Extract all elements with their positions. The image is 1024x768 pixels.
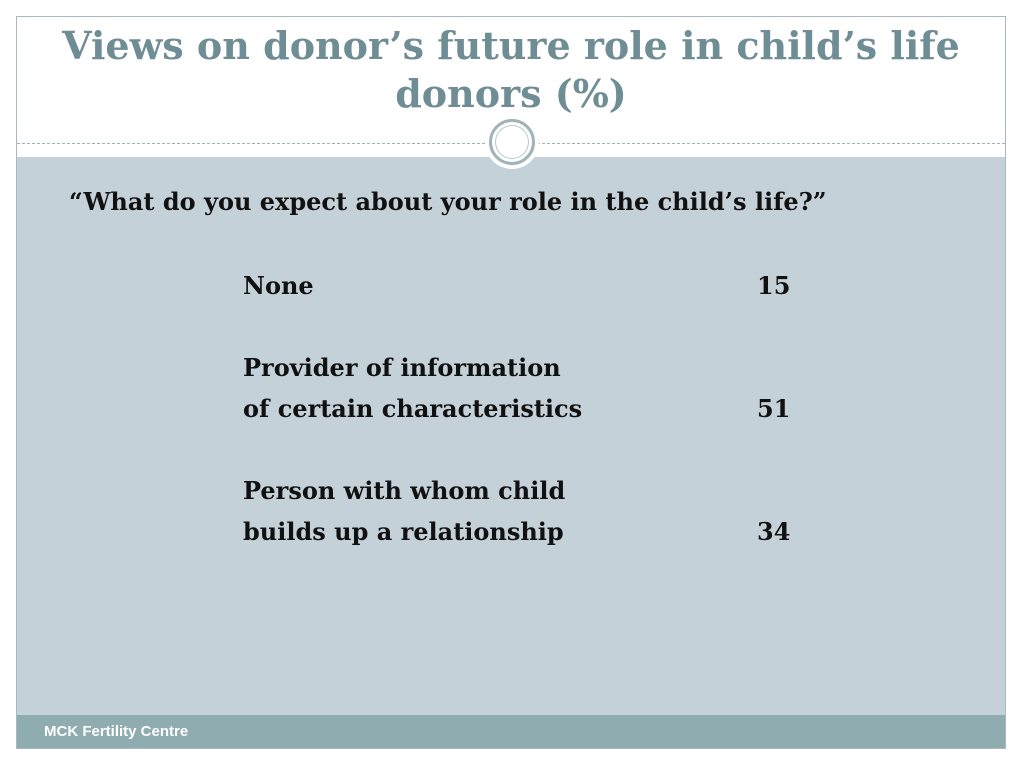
- title-area: Views on donor’s future role in child’s …: [17, 17, 1005, 143]
- title-line-1: Views on donor’s future role in child’s …: [62, 23, 960, 68]
- slide: Views on donor’s future role in child’s …: [16, 16, 1006, 749]
- content-area: “What do you expect about your role in t…: [17, 157, 1005, 715]
- footer-text: MCK Fertility Centre: [44, 723, 189, 740]
- response-value: 34: [757, 517, 791, 546]
- response-label: Provider of information of certain chara…: [243, 347, 713, 429]
- response-label: None: [243, 265, 713, 306]
- response-value: 51: [757, 394, 791, 423]
- response-row-none: None 15: [243, 265, 803, 306]
- response-label-line: of certain characteristics: [243, 394, 583, 423]
- survey-question: “What do you expect about your role in t…: [69, 187, 827, 216]
- ring-ornament-icon: [489, 119, 535, 165]
- response-label-line: None: [243, 271, 314, 300]
- response-value: 15: [757, 271, 791, 300]
- response-row-provider: Provider of information of certain chara…: [243, 347, 803, 429]
- slide-title: Views on donor’s future role in child’s …: [17, 17, 1005, 118]
- response-label: Person with whom child builds up a relat…: [243, 470, 713, 552]
- response-label-line: Provider of information: [243, 353, 561, 382]
- title-line-2: donors (%): [395, 71, 627, 116]
- response-label-line: builds up a relationship: [243, 517, 564, 546]
- response-label-line: Person with whom child: [243, 476, 566, 505]
- response-row-relationship: Person with whom child builds up a relat…: [243, 470, 803, 552]
- footer-bar: MCK Fertility Centre: [17, 715, 1005, 748]
